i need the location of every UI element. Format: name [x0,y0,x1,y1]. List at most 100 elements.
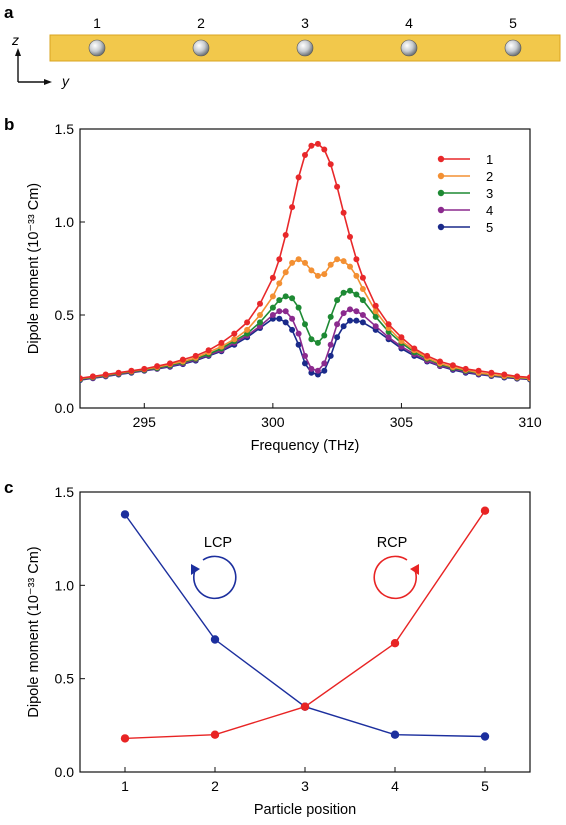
series-3-point [359,297,366,304]
series-2-point [244,326,251,333]
x-tick-label: 295 [133,414,157,430]
legend-marker-2 [437,172,445,180]
series-3-point [347,287,353,294]
legend-label-4: 4 [486,203,493,218]
series-1-point [385,321,392,328]
spectrum-chart: 295 300 305 310 0.0 0.5 1.0 1.5 Frequency (THz) D… [26,121,542,454]
series-4-point [314,367,321,374]
series-1-point [411,345,418,352]
series-2-point [359,286,366,292]
x-tick-label: 2 [211,778,219,794]
series-1-point [115,369,122,376]
series-1-point [314,140,321,147]
series-3-point [372,313,379,320]
legend-label-2: 2 [486,169,493,184]
series-1-point [321,146,328,153]
series-4-point [295,330,302,337]
series-1-point [340,209,347,216]
series-3-point [308,336,315,343]
legend-label-5: 5 [486,220,493,235]
legend-marker-5 [437,223,445,231]
series-4-point [385,334,392,341]
particle-5 [504,39,522,57]
series-1-point [372,302,379,309]
series-1-point [102,371,109,378]
series-1-point [231,330,238,337]
legend-label-3: 3 [486,186,493,201]
series-2-point [334,256,341,263]
series-3-point [353,291,360,298]
series-1-point [89,373,96,380]
lcp-rotation-icon [193,555,237,600]
x-tick-label: 310 [518,414,542,430]
series-4-point [321,360,328,367]
series-4-point [334,321,341,328]
rcp-arrowhead-icon [410,564,419,575]
y-tick-label: 1.5 [55,121,75,137]
series-1-point [167,360,173,367]
series-5-point [282,319,289,326]
x-tick-label: 305 [390,414,414,430]
particles: 1 2 3 4 5 [88,15,522,57]
series-2-point [327,261,334,268]
series-1-point [179,356,186,363]
legend-marker-1 [437,155,445,163]
series-1-point [154,363,161,370]
series-2-point [302,259,308,266]
series-1-point [437,358,443,365]
panel-c: c 1 2 3 4 5 0.0 0.5 1.0 1.5 Particle position Dipo… [4,478,531,818]
particle-number-5: 5 [509,15,517,31]
series-1-point [424,352,431,359]
x-tick-label: 4 [391,778,399,794]
series-rcp-point [210,730,220,739]
series-2-point [372,308,379,315]
series-1-point [359,274,366,281]
series-4-point [282,308,289,315]
legend: 1 2 3 4 5 [437,152,493,235]
series-3-point [295,304,302,311]
series-1-point [141,365,148,372]
series-3-point [289,295,296,302]
series-5-point [359,319,366,326]
series-1-point [334,183,341,190]
rcp-rotation-icon [373,555,417,600]
series-1-point [488,369,495,376]
series-2-point [353,272,360,279]
series-1-point [205,347,212,354]
x-axis-label: Particle position [254,802,356,818]
series-3-point [321,332,328,339]
rcp-annotation-label: RCP [377,535,408,551]
legend-marker-3 [437,189,445,197]
series-5-point [295,341,302,348]
series-1-point [80,375,83,382]
y-tick-label: 0.0 [55,400,75,416]
y-tick-label: 1.5 [55,484,75,500]
series-lcp-point [390,730,400,739]
series-5-point [321,367,328,374]
x-tick-label: 1 [121,778,129,794]
series-4-point [347,306,353,313]
series-4-point [308,365,315,372]
panel-a-label: a [4,3,14,22]
series-4-point [289,315,296,322]
series-1-point [462,365,469,372]
series-2-point [314,272,321,279]
panel-a: a 1 2 3 4 5 z y [4,3,561,89]
panel-b-label: b [4,115,14,134]
x-tick-label: 5 [481,778,489,794]
series-rcp-point [480,506,490,515]
series-2-point [289,259,296,266]
series-2-point [269,293,276,300]
series-5-point [302,360,308,367]
y-axis-label: Dipole moment (10⁻³³ Cm) [26,546,42,717]
series-1-point [192,352,199,359]
x-tick-label: 300 [261,414,285,430]
series-1-point [475,367,482,374]
axis-y-label: y [61,73,70,89]
particle-number-4: 4 [405,15,413,31]
particle-number-1: 1 [93,15,101,31]
series-rcp-point [390,639,400,648]
lcp-annotation-label: LCP [204,535,232,551]
series-1-point [308,142,315,149]
